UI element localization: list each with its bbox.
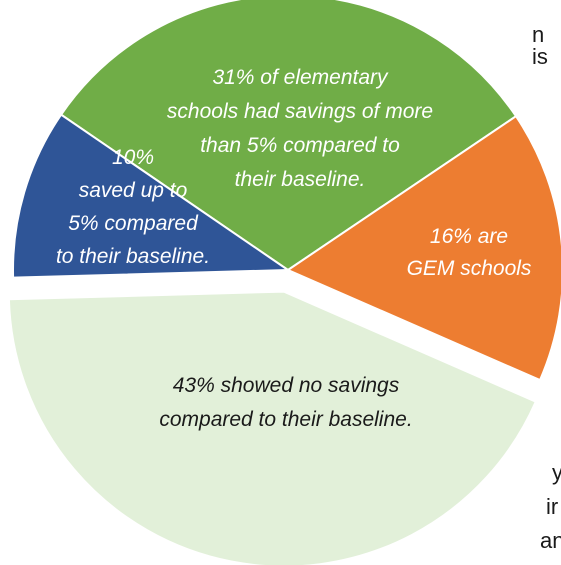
pie-slice-label-line: schools had savings of more <box>167 100 433 123</box>
pie-slice-label-no-savings: 43% showed no savings compared to their b… <box>159 374 412 431</box>
pie-slice-label-line: saved up to <box>79 179 188 202</box>
pie-slice-label-line: 10% <box>112 146 154 169</box>
pie-slice-up-to-5 <box>12 113 292 279</box>
pie-slice-label-line: 16% are <box>430 225 508 248</box>
pie-slice-more-than-5 <box>59 0 518 272</box>
background-text-fragment: ir <box>546 494 559 519</box>
pie-slice-label-line: compared to their baseline. <box>159 408 412 431</box>
pie-slice-label-line: their baseline. <box>235 168 366 191</box>
pie-slice-gem <box>285 114 561 382</box>
pie-slice-label-more-than-5: 31% of elementary schools had savings of … <box>167 66 433 191</box>
background-text-fragment: an <box>540 528 561 553</box>
pie-slice-label-gem: 16% are GEM schools <box>407 225 532 280</box>
background-text-fragment: y <box>552 460 561 485</box>
pie-slice-label-line: 5% compared <box>68 212 199 235</box>
pie-slice-label-line: 31% of elementary <box>212 66 389 89</box>
background-text-fragment: n is <box>532 22 548 69</box>
pie-labels: 31% of elementary schools had savings of … <box>56 66 532 431</box>
pie-slice-label-up-to-5: 10% saved up to 5% compared to their baseli… <box>56 146 210 268</box>
pie-slice-label-line: than 5% compared to <box>200 134 400 157</box>
pie-slice-label-line: to their baseline. <box>56 245 210 268</box>
pie-slice-label-line: GEM schools <box>407 257 532 280</box>
pie-slice-no-savings <box>7 290 538 565</box>
pie-slices <box>7 0 561 565</box>
pie-slice-label-line: 43% showed no savings <box>173 374 400 397</box>
